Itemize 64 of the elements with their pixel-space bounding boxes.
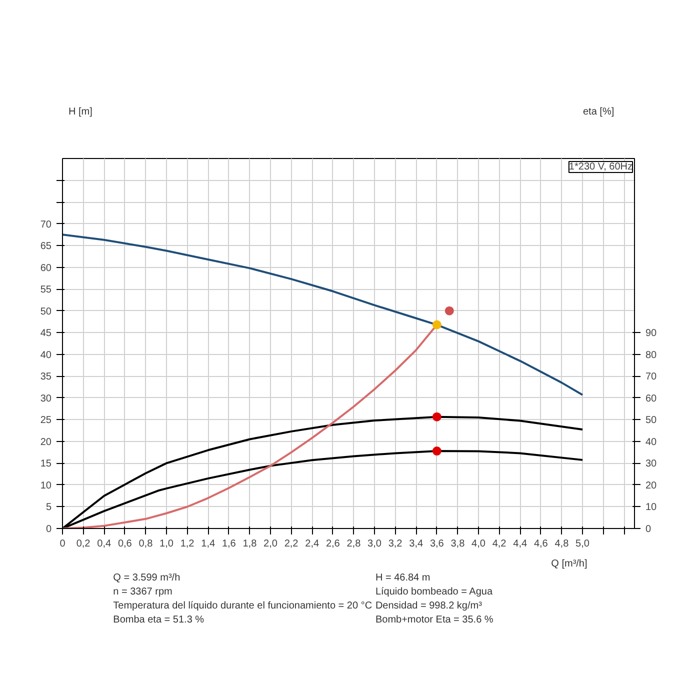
x-tick-label: 3,2: [388, 538, 403, 550]
text: H = 46.84 m: [375, 572, 430, 584]
y2-tick-label: 60: [646, 393, 658, 404]
y2-tick-label: 20: [646, 480, 658, 492]
y-tick-label: 0: [46, 524, 52, 535]
y-tick-label: 70: [40, 219, 52, 230]
y-axis-title: H [m]: [68, 106, 93, 118]
x-tick-label: 1,6: [222, 538, 236, 550]
y-tick-label: 25: [40, 415, 52, 426]
y2-tick-label: 0: [646, 524, 652, 535]
y2-tick-label: 70: [646, 372, 658, 383]
x-tick-label: 3,0: [368, 538, 382, 550]
x-tick-label: 0,6: [118, 538, 132, 550]
x-tick-label: 0,8: [138, 538, 154, 550]
text: Bomb+motor Eta = 35.6 %: [375, 614, 494, 626]
annotation: 1*230 V, 60Hz: [568, 162, 633, 172]
x-tick-label: 4,4: [513, 538, 528, 550]
text: Temperatura del líquido durante el funcionamiento = 20 °C: [113, 600, 372, 612]
x-tick-label: 2,2: [284, 538, 299, 550]
y-tick-label: 5: [46, 502, 52, 514]
y-tick-label: 60: [40, 262, 52, 274]
y-tick-label: 35: [40, 372, 52, 383]
y2-tick-label: 90: [646, 328, 658, 340]
y2-axis-title: eta [%]: [582, 106, 614, 118]
x-tick-label: 0,2: [76, 538, 91, 550]
x-tick-label: 5,0: [576, 538, 590, 550]
x-axis-title: Q [m³/h]: [551, 558, 588, 570]
x-tick-label: 2,6: [326, 538, 340, 550]
y2-tick-label: 40: [646, 436, 658, 448]
x-tick-label: 4,8: [554, 538, 570, 550]
x-tick-label: 2,8: [346, 538, 362, 550]
line-series: [62, 234, 584, 396]
x-tick-label: 0,4: [97, 538, 112, 550]
y-tick-label: 65: [40, 241, 52, 252]
x-tick-label: 1,4: [201, 538, 216, 550]
x-tick-label: 3,4: [409, 538, 424, 550]
y-tick-label: 45: [40, 328, 52, 340]
x-tick-label: 0: [60, 538, 66, 550]
text: Líquido bombeado = Agua: [375, 586, 493, 598]
x-tick-label: 3,8: [450, 538, 466, 550]
x-tick-label: 1,0: [160, 538, 174, 550]
x-tick-label: 3,6: [430, 538, 444, 550]
y2-tick-label: 30: [646, 458, 658, 470]
text: Bomba eta = 51.3 %: [113, 614, 204, 626]
y2-tick-label: 10: [646, 502, 658, 514]
y-tick-label: 10: [40, 480, 52, 492]
y-tick-label: 15: [40, 458, 52, 470]
text: n = 3367 rpm: [113, 586, 172, 598]
x-tick-label: 4,2: [492, 538, 507, 550]
y-tick-label: 50: [40, 306, 52, 318]
y-tick-label: 20: [40, 436, 52, 448]
y2-tick-label: 50: [646, 415, 658, 426]
y2-tick-label: 80: [646, 350, 658, 361]
text: Q = 3.599 m³/h: [113, 572, 180, 584]
y-tick-label: 30: [40, 393, 52, 404]
text: Densidad = 998.2 kg/m³: [375, 600, 483, 612]
x-tick-label: 2,4: [305, 538, 320, 550]
x-tick-label: 4,0: [472, 538, 486, 550]
y-tick-label: 55: [40, 284, 52, 296]
x-tick-label: 1,2: [180, 538, 195, 550]
x-tick-label: 4,6: [534, 538, 548, 550]
x-tick-label: 1,8: [242, 538, 258, 550]
y-tick-label: 40: [40, 350, 52, 361]
x-tick-label: 2,0: [264, 538, 278, 550]
